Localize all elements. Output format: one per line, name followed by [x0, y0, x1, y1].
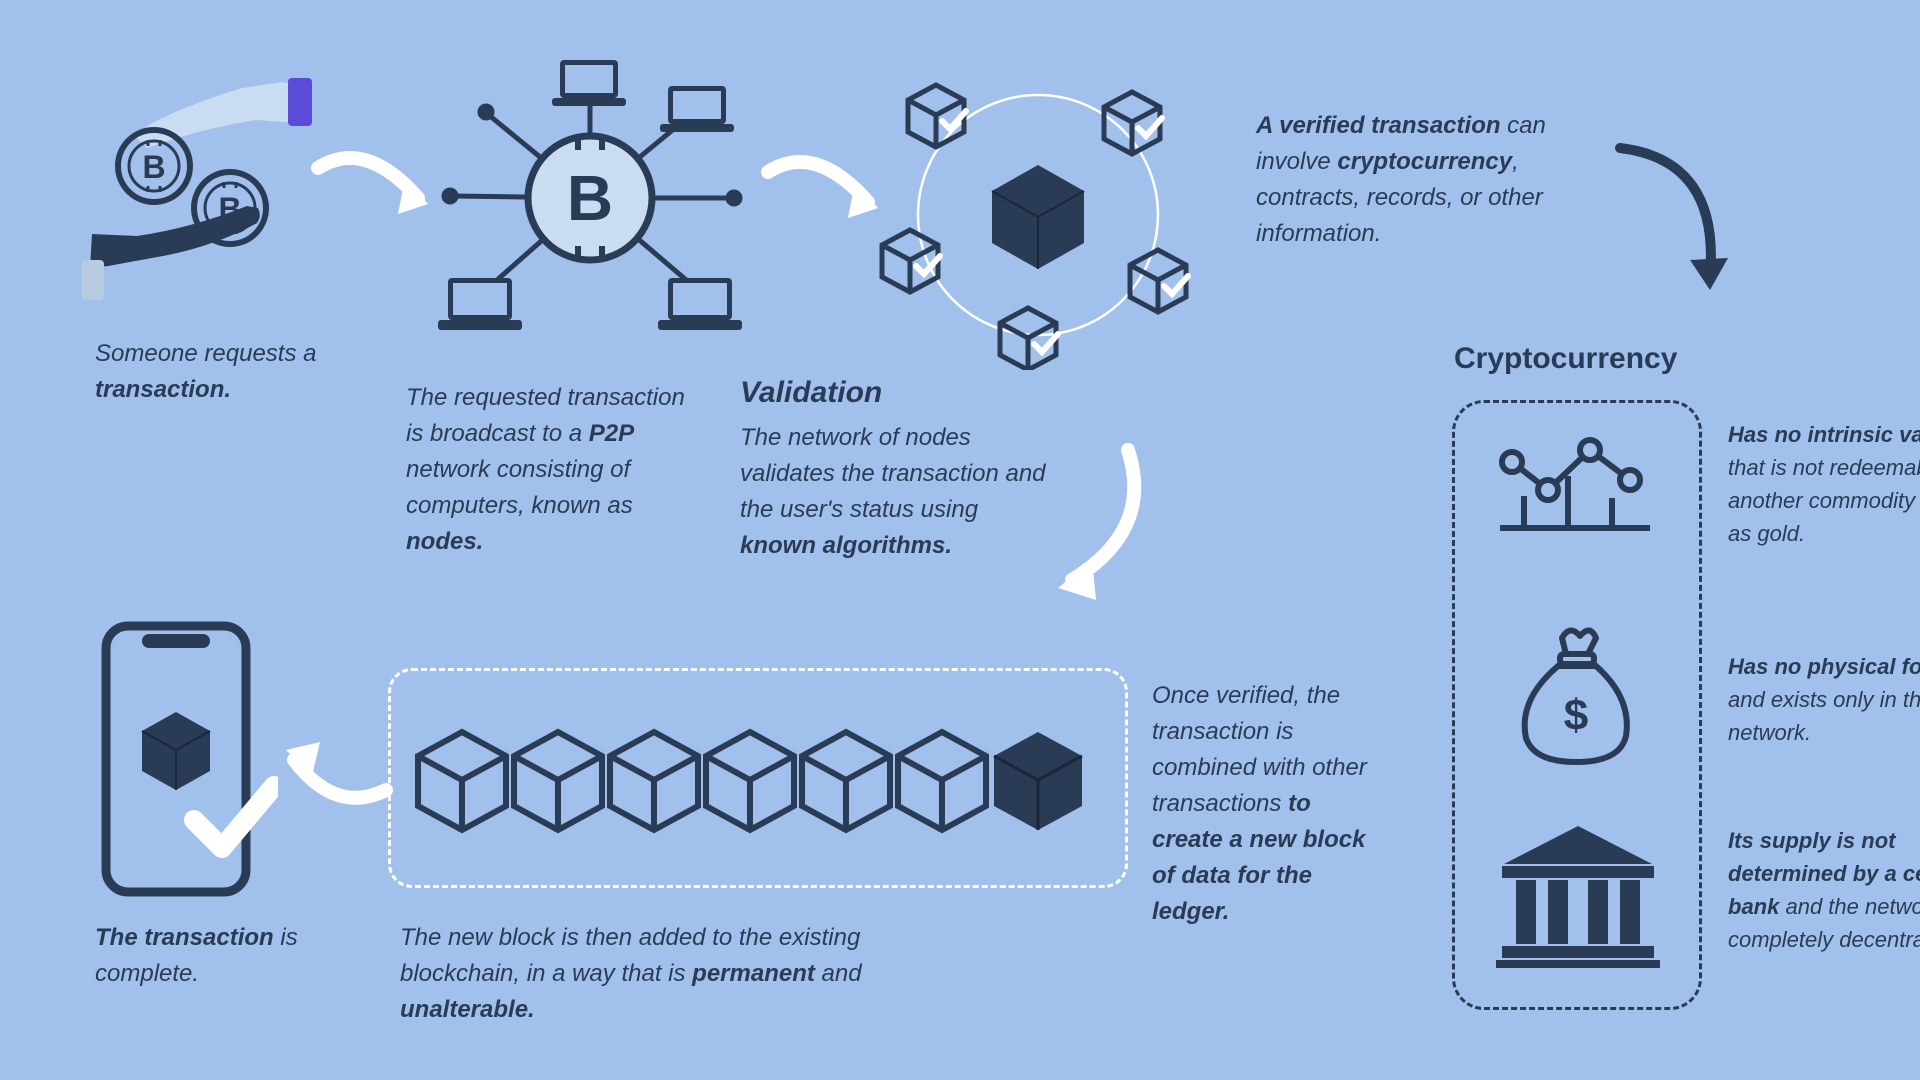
arrow-5-left: [276, 720, 396, 820]
svg-text:$: $: [1564, 691, 1588, 740]
phone-icon: [98, 620, 278, 910]
step2-text: The requested transaction is broadcast t…: [406, 380, 696, 560]
hands-coins-icon: B B: [82, 68, 312, 308]
arrow-4: [1610, 130, 1750, 310]
svg-text:B: B: [567, 162, 613, 234]
crypto-item-1: Has no intrinsic value in that is not re…: [1728, 418, 1920, 550]
bank-icon: [1494, 820, 1662, 970]
arrow-3-down: [1034, 440, 1154, 610]
arrow-1: [310, 148, 440, 238]
validation-cubes-icon: [868, 60, 1208, 370]
crypto-heading: Cryptocurrency: [1454, 342, 1677, 376]
step3-text: The network of nodes validates the trans…: [740, 420, 1060, 564]
blockchain-chain-icon: [412, 690, 1112, 870]
svg-text:B: B: [142, 149, 165, 185]
crypto-item-2: Has no physical form and exists only in …: [1728, 650, 1920, 749]
step5-text: Once verified, the transaction is combin…: [1152, 678, 1382, 930]
step4-text: A verified transaction can involve crypt…: [1256, 108, 1556, 252]
chart-icon: [1490, 426, 1660, 546]
svg-text:B: B: [218, 191, 241, 227]
money-bag-icon: $: [1510, 620, 1640, 770]
step6-text: The new block is then added to the exist…: [400, 920, 870, 1028]
step7-text: The transaction is complete.: [95, 920, 335, 992]
validation-heading: Validation: [740, 376, 882, 410]
crypto-item-3: Its supply is not determined by a centra…: [1728, 824, 1920, 956]
step1-text: Someone requests a transaction.: [95, 336, 355, 408]
p2p-network-icon: B: [430, 58, 750, 358]
